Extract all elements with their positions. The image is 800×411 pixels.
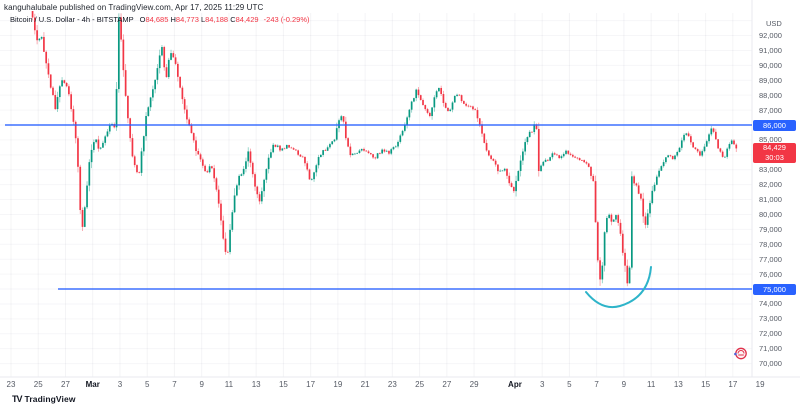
- price-tick-71000: 71,000: [759, 344, 782, 354]
- time-tick-19-24: 19: [333, 380, 343, 389]
- time-tick-23-28: 23: [387, 380, 397, 389]
- open-label: O: [139, 15, 146, 24]
- last-price-value: 84,429: [763, 142, 786, 152]
- time-tick-Mar-6: Mar: [85, 380, 100, 389]
- time-tick-29-34: 29: [469, 380, 479, 389]
- high-label: H: [170, 15, 176, 24]
- tradingview-wordmark: TradingView: [24, 394, 76, 404]
- price-tick-77000: 77,000: [759, 254, 782, 264]
- time-tick-3-8: 3: [117, 380, 123, 389]
- time-tick-13-18: 13: [251, 380, 261, 389]
- price-tick-76000: 76,000: [759, 269, 782, 279]
- time-tick-13-49: 13: [673, 380, 683, 389]
- time-tick-27-32: 27: [442, 380, 452, 389]
- close-value: 84,429: [235, 15, 259, 24]
- price-tick-90000: 90,000: [759, 60, 782, 70]
- currency-unit-label: USD: [766, 19, 782, 28]
- time-tick-7-43: 7: [594, 380, 599, 389]
- open-value: 84,685: [145, 15, 169, 24]
- price-axis[interactable]: USD 92,000 91,000 90,000 89,000 88,000 87,000…: [752, 0, 800, 377]
- bar-countdown: 30:03: [765, 152, 784, 162]
- symbol-title: Bitcoin / U.S. Dollar - 4h - BITSTAMP: [10, 15, 134, 24]
- time-tick-19-55: 19: [755, 380, 765, 389]
- price-tick-82000: 82,000: [759, 180, 782, 190]
- price-tick-78000: 78,000: [759, 239, 782, 249]
- time-tick-15-20: 15: [278, 380, 288, 389]
- price-tick-70000: 70,000: [759, 359, 782, 369]
- ohlc-row: O84,685 H84,773 L84,188 C84,429 -243 (-0…: [140, 15, 310, 24]
- time-tick-5-10: 5: [144, 380, 150, 389]
- tradingview-logo[interactable]: TV TradingView: [12, 394, 76, 404]
- bounce-curve-drawing[interactable]: [585, 266, 652, 309]
- price-tick-88000: 88,000: [759, 90, 782, 100]
- price-tick-92000: 92,000: [759, 31, 782, 41]
- time-tick-Apr-37: Apr: [508, 380, 522, 389]
- time-tick-15-51: 15: [701, 380, 711, 389]
- time-tick-11-47: 11: [646, 380, 656, 389]
- time-tick-5-41: 5: [567, 380, 572, 389]
- level-86000-axis-label: 86,000: [753, 119, 796, 131]
- time-tick-23-0: 23: [6, 380, 16, 389]
- price-tick-91000: 91,000: [759, 45, 782, 55]
- time-tick-25-2: 25: [33, 380, 43, 389]
- price-tick-79000: 79,000: [759, 224, 782, 234]
- price-tick-80000: 80,000: [759, 209, 782, 219]
- close-label: C: [230, 15, 236, 24]
- last-price-axis-label: 84,429 30:03: [753, 142, 796, 163]
- time-tick-3-39: 3: [539, 380, 545, 389]
- low-label: L: [200, 15, 206, 24]
- time-tick-17-22: 17: [306, 380, 316, 389]
- publisher-badge-icon: [734, 347, 747, 360]
- tradingview-logo-icon: TV: [12, 394, 22, 404]
- time-tick-7-12: 7: [172, 380, 177, 389]
- price-tick-87000: 87,000: [759, 105, 782, 115]
- time-tick-25-30: 25: [415, 380, 425, 389]
- chart-legend: Bitcoin / U.S. Dollar - 4h - BITSTAMP O8…: [10, 15, 310, 24]
- low-value: 84,188: [205, 15, 229, 24]
- time-tick-17-53: 17: [728, 380, 738, 389]
- time-tick-9-45: 9: [621, 380, 627, 389]
- time-axis[interactable]: 23 25 27 Mar 3 5 7 9 11 13 15 17 19 21 23 25 27 29 Apr 3 5 7 9…: [0, 379, 800, 392]
- change-value: -243 (-0.29%): [263, 15, 310, 24]
- price-tick-73000: 73,000: [759, 314, 782, 324]
- price-tick-85000: 85,000: [759, 135, 782, 145]
- price-tick-83000: 83,000: [759, 165, 782, 175]
- time-tick-27-4: 27: [61, 380, 70, 389]
- price-tick-81000: 81,000: [759, 195, 782, 205]
- high-value: 84,773: [175, 15, 199, 24]
- price-tick-74000: 74,000: [759, 299, 782, 309]
- publish-attribution: kanguhalubale published on TradingView.c…: [4, 3, 264, 12]
- price-tick-72000: 72,000: [759, 329, 782, 339]
- time-tick-11-16: 11: [224, 380, 234, 389]
- price-tick-89000: 89,000: [759, 75, 782, 85]
- level-75000-axis-label: 75,000: [753, 283, 796, 295]
- time-tick-9-14: 9: [199, 380, 204, 389]
- time-tick-21-26: 21: [360, 380, 370, 389]
